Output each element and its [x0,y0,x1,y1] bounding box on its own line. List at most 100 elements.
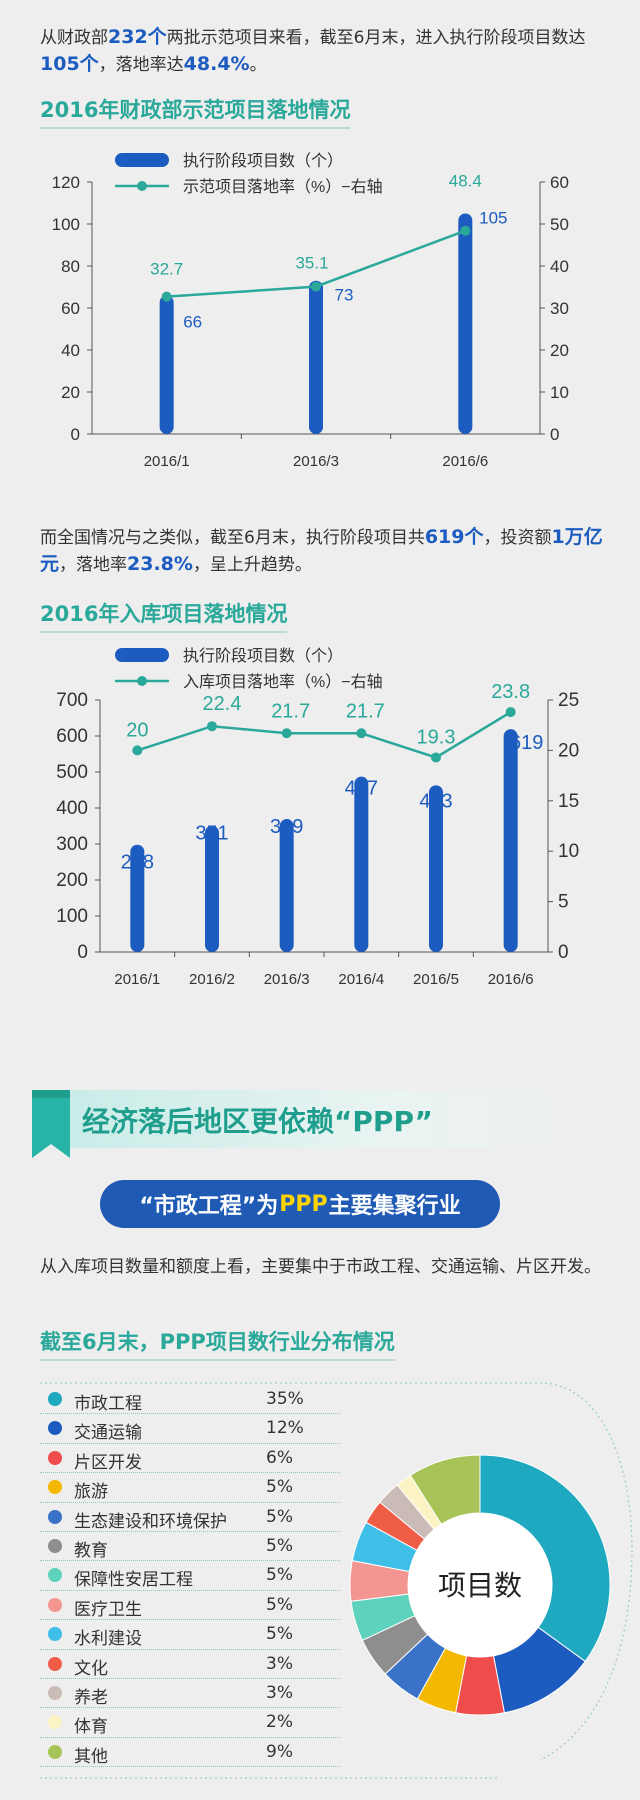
rate-point [161,291,172,302]
legend-label: 交通运输 [74,1423,142,1444]
rate-label: 20 [126,719,148,741]
right-tick-label: 25 [558,690,579,711]
bar [279,819,294,952]
bar-value-label: 66 [183,312,202,331]
x-tick-label: 2016/6 [488,971,534,988]
legend-row: 保障性安居工程 5% [40,1561,340,1591]
legend-label: 旅游 [74,1482,108,1503]
x-tick-label: 2016/3 [264,971,310,988]
right-tick-label: 50 [550,215,569,234]
legend-bar-swatch [115,153,169,167]
legend-value: 3% [266,1653,293,1674]
legend-label: 片区开发 [74,1452,142,1473]
legend-row: 体育 2% [40,1708,340,1738]
pie-legend-table: 市政工程 35% 交通运输 12% 片区开发 6% 旅游 5% 生态建设和环境保护 5% 教育 5% 保… [40,1385,340,1768]
bar-value-label: 351 [195,823,228,845]
banner-bar [70,1090,632,1148]
rate-label: 21.7 [271,700,310,722]
legend-bar-swatch [115,648,169,662]
chart3-decoration [40,1382,633,1779]
right-tick-label: 40 [550,257,569,276]
left-tick-label: 120 [52,173,80,192]
legend-value: 5% [266,1506,293,1527]
legend-color-dot [48,1744,62,1759]
legend-label: 市政工程 [74,1394,142,1414]
legend-color-dot [48,1480,62,1495]
legend-color-dot [48,1715,62,1730]
legend-label: 体育 [74,1717,108,1738]
bar [309,280,323,434]
legend-row: 养老 3% [40,1679,340,1709]
right-tick-label: 15 [558,791,579,812]
x-tick-label: 2016/5 [413,971,459,988]
bar [159,295,174,434]
legend-value: 9% [266,1741,293,1762]
bar-value-label: 105 [479,209,507,228]
legend-color-dot [48,1450,62,1465]
legend-value: 35% [266,1389,304,1409]
legend-label: 保障性安居工程 [74,1570,193,1591]
intro-text: 两批示范项目来看，截至6月末，进入执行阶段项目数达 [166,28,586,48]
legend-row: 医疗卫生 5% [40,1591,340,1621]
highlight-number: 1万亿元 [40,526,603,575]
industry-paragraph: 从入库项目数量和额度上看，主要集中于市政工程、交通运输、片区开发。 [40,1257,601,1277]
mid-text: ，落地率 [59,555,128,575]
legend-row: 水利建设 5% [40,1620,340,1650]
right-tick-label: 20 [558,740,579,761]
banner-title: 经济落后地区更依赖“PPP” [82,1105,433,1138]
chart2-svg: 0 100 200 300 400 500 600 700 0 5 10 15 20 25 2016/1 20… [56,647,579,988]
legend-value: 5% [266,1565,293,1586]
left-tick-label: 0 [71,425,80,444]
right-tick-label: 60 [550,173,569,192]
legend-value: 2% [266,1712,293,1733]
x-tick-label: 2016/2 [189,971,235,988]
legend-color-dot [48,1509,62,1524]
left-tick-label: 300 [56,834,88,855]
intro-text: 。 [249,55,267,75]
rate-point [460,225,471,236]
legend-value: 5% [266,1624,293,1645]
left-tick-label: 40 [61,341,80,360]
frame-curve [539,1382,633,1761]
legend-color-dot [48,1685,62,1700]
highlight-number: 232个 [108,26,167,48]
mid-text: ，呈上升趋势。 [192,555,312,575]
bar [458,213,473,434]
rate-point [431,752,441,763]
left-tick-label: 100 [52,215,80,234]
right-tick-label: 30 [550,299,569,318]
bar-value-label: 369 [270,816,303,838]
highlight-number: 48.4% [183,53,250,75]
legend-label: 教育 [74,1540,108,1561]
x-tick-label: 2016/6 [442,453,488,470]
legend-value: 5% [266,1594,293,1615]
intro-text: ，落地率达 [98,55,184,75]
legend-row: 旅游 5% [40,1473,340,1503]
rate-label: 23.8 [491,681,530,703]
legend-label: 养老 [74,1687,108,1708]
legend-color-dot [48,1568,62,1583]
legend-value: 12% [266,1418,304,1439]
bar [503,729,518,952]
x-tick-label: 2016/4 [338,971,384,988]
intro-paragraph: 从财政部232个两批示范项目来看，截至6月末，进入执行阶段项目数达 105个，落地… [40,24,605,78]
legend-color-dot [48,1538,62,1553]
highlight-number: 619个 [424,526,484,548]
rate-label: 19.3 [417,726,456,748]
bar-value-label: 298 [121,852,154,874]
legend-label: 水利建设 [74,1629,142,1650]
legend-value: 3% [266,1682,293,1703]
left-tick-label: 60 [61,299,80,318]
left-tick-label: 400 [56,798,88,819]
donut-center-label: 项目数 [438,1570,522,1601]
x-tick-label: 2016/3 [293,453,339,470]
chart3-title: 截至6月末，PPP项目数行业分布情况 [40,1326,395,1361]
left-tick-label: 0 [77,942,88,963]
legend-color-dot [48,1627,62,1642]
legend-line-label: 入库项目落地率（%）−右轴 [183,673,383,691]
rate-line [136,711,512,759]
legend-row: 片区开发 6% [40,1444,340,1474]
rate-point [207,721,217,732]
highlight-number: 105个 [40,53,99,75]
rate-point [356,728,367,739]
